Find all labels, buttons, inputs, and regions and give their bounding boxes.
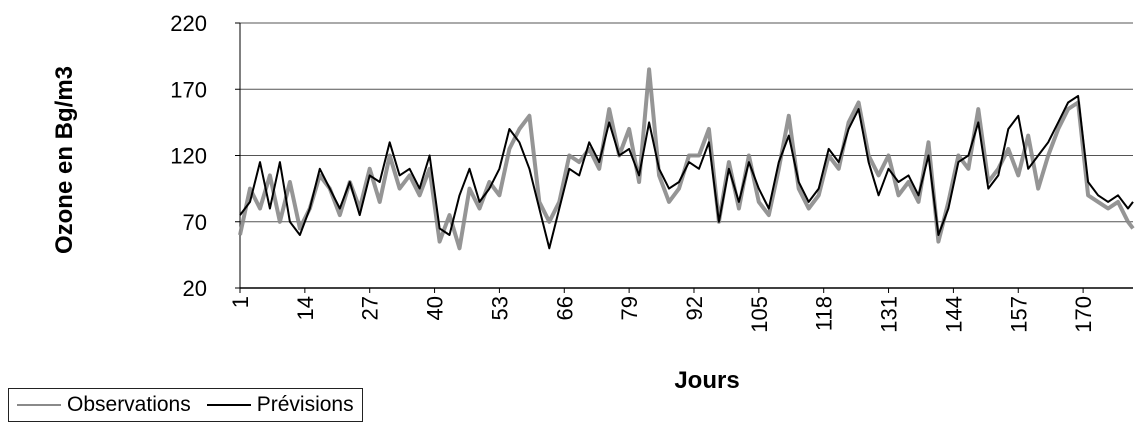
y-tick-label: 70 (183, 210, 207, 235)
legend: Observations Prévisions (8, 388, 363, 422)
x-tick-label: 66 (552, 296, 577, 320)
series-line-prvisions (239, 94, 1134, 250)
x-tick-label: 92 (682, 296, 707, 320)
x-tick-label: 170 (1071, 296, 1096, 333)
y-tick-labels: 20 70 120 170 220 (170, 11, 207, 301)
y-tick-label: 220 (170, 11, 207, 36)
chart: 20 70 120 170 220 1 14 27 40 53 66 79 92 105 118 131 14… (51, 11, 1135, 388)
axes (235, 22, 1133, 293)
x-tick-label: 118 (812, 296, 837, 331)
gridlines (240, 22, 1133, 223)
x-tick-label: 14 (293, 296, 318, 320)
y-tick-label: 170 (170, 77, 207, 102)
x-tick-label: 27 (358, 296, 383, 320)
y-axis-title: Ozone en Bg/m3 (51, 66, 78, 254)
x-tick-label: 144 (941, 296, 966, 333)
x-tick-label: 105 (747, 296, 772, 333)
y-tick-label: 20 (183, 276, 207, 301)
x-tick-label: 1 (228, 296, 253, 308)
legend-swatch-previsions (206, 404, 251, 406)
legend-label-previsions: Prévisions (256, 393, 354, 416)
x-tick-label: 40 (423, 296, 448, 320)
x-tick-label: 53 (487, 296, 512, 320)
y-tick-label: 120 (170, 144, 207, 169)
legend-label-observations: Observations (67, 393, 191, 416)
x-axis-title: Jours (674, 367, 739, 388)
x-tick-label: 79 (617, 296, 642, 320)
x-tick-label: 157 (1006, 296, 1031, 333)
series-lines (238, 67, 1135, 251)
x-tick-label: 131 (877, 296, 902, 333)
legend-swatch-observations (17, 404, 61, 406)
x-tick-labels: 1 14 27 40 53 66 79 92 105 118 131 144 157 170 (228, 296, 1096, 333)
